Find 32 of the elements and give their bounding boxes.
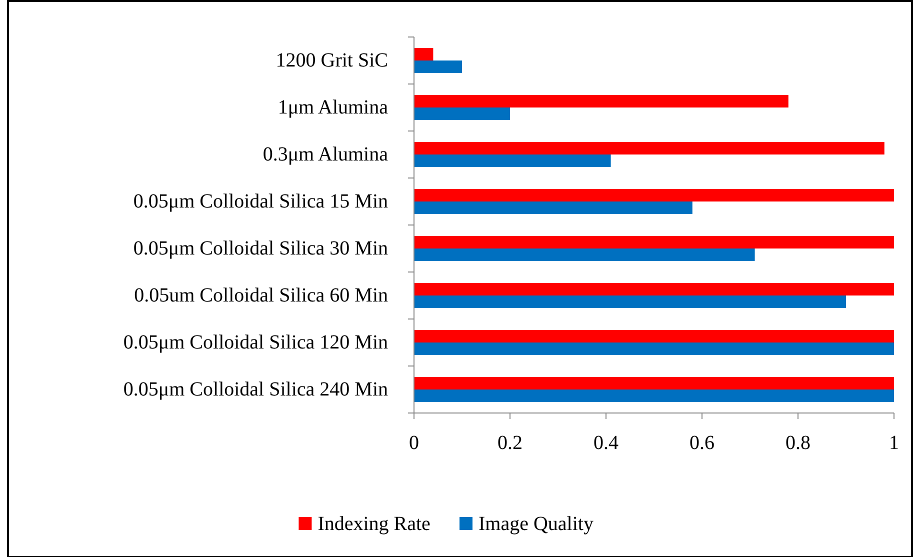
y-tick-label: 0.05um Colloidal Silica 60 Min <box>134 284 388 306</box>
bar <box>414 377 894 390</box>
bar <box>414 202 692 214</box>
y-tick-label: 0.05μm Colloidal Silica 240 Min <box>123 378 388 400</box>
bar <box>414 236 894 248</box>
bar <box>414 154 611 167</box>
bar <box>414 330 894 342</box>
x-tick-label: 0.4 <box>594 432 618 454</box>
bar <box>414 342 894 355</box>
y-tick-label: 1μm Alumina <box>278 96 388 118</box>
y-tick-label: 0.05μm Colloidal Silica 120 Min <box>123 332 388 354</box>
bar <box>414 142 884 154</box>
legend-label: Indexing Rate <box>318 513 431 535</box>
x-tick-label: 0.8 <box>786 432 810 454</box>
x-tick-label: 1 <box>889 432 899 454</box>
bar <box>414 60 462 73</box>
y-tick-label: 1200 Grit SiC <box>276 50 388 72</box>
y-tick-label: 0.05μm Colloidal Silica 30 Min <box>133 238 388 260</box>
bar <box>414 283 894 296</box>
x-tick-label: 0.6 <box>690 432 714 454</box>
bar <box>414 296 846 308</box>
bar <box>414 48 434 60</box>
bar <box>414 95 788 108</box>
y-tick-label: 0.05μm Colloidal Silica 15 Min <box>133 190 388 212</box>
bar <box>414 248 755 261</box>
bar <box>414 108 510 120</box>
legend-label: Image Quality <box>478 513 594 535</box>
x-tick-label: 0 <box>409 432 419 454</box>
bar <box>414 390 894 402</box>
bar <box>414 189 894 202</box>
x-tick-label: 0.2 <box>498 432 522 454</box>
y-tick-label: 0.3μm Alumina <box>262 144 388 166</box>
